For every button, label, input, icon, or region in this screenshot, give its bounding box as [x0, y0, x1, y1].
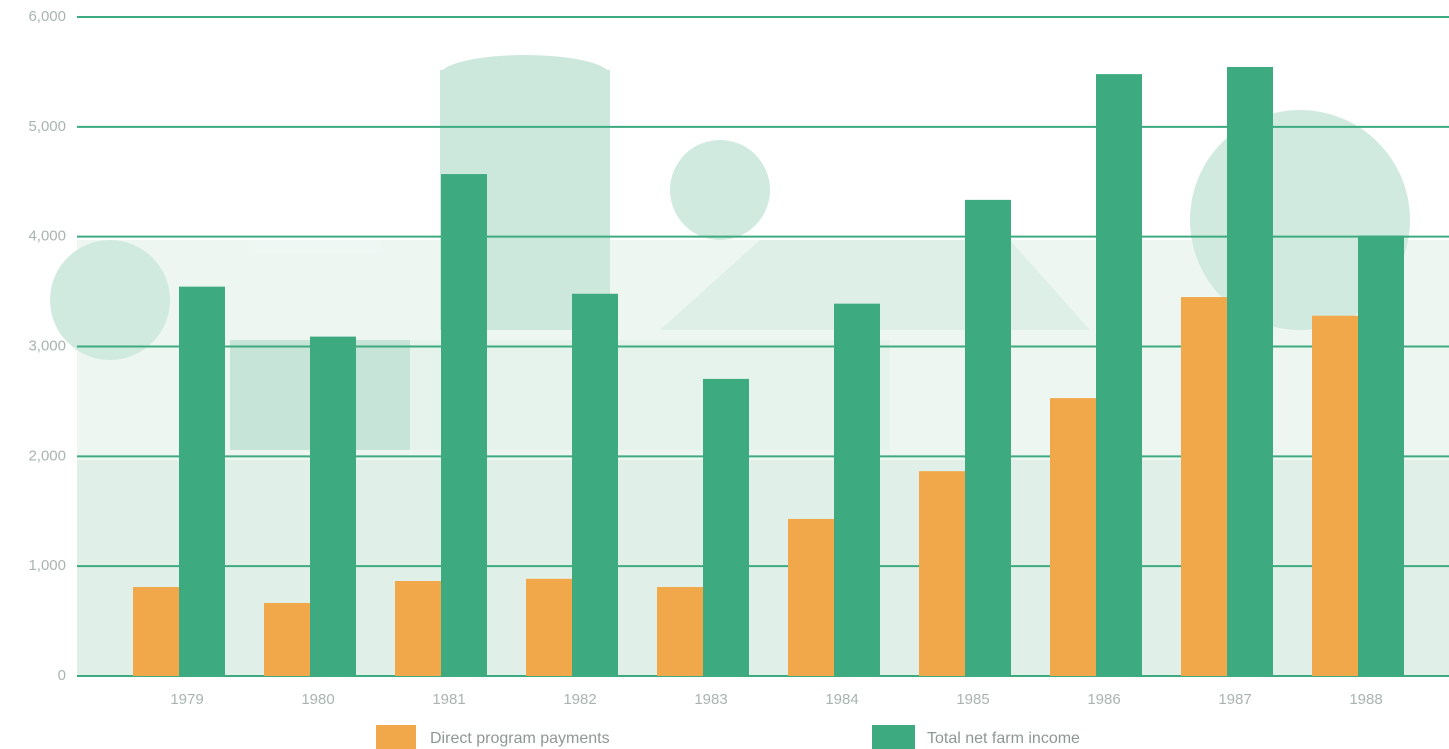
bar [703, 378, 749, 676]
bar [395, 580, 441, 676]
bar [657, 587, 703, 676]
bar [788, 518, 834, 676]
bar [1050, 398, 1096, 676]
bar [834, 303, 880, 676]
x-tick-label: 1981 [432, 691, 465, 708]
bar [1227, 66, 1273, 676]
bar [526, 578, 572, 676]
bar [572, 293, 618, 676]
y-tick-label: 3,000 [28, 337, 66, 354]
y-tick-label: 2,000 [28, 447, 66, 464]
x-tick-label: 1979 [170, 691, 203, 708]
y-tick-label: 4,000 [28, 228, 66, 245]
bar [441, 174, 487, 677]
bars: 1979 1980 1981 1982 1983 1984 1985 1986 1987 1988 [133, 66, 1404, 708]
legend-swatch [376, 725, 416, 749]
x-tick-label: 1980 [301, 691, 334, 708]
bar [264, 602, 310, 676]
y-tick-label: 1,000 [28, 557, 66, 574]
x-tick-label: 1984 [825, 691, 858, 708]
x-tick-label: 1982 [563, 691, 596, 708]
bar [310, 336, 356, 676]
y-tick-label: 6,000 [28, 8, 66, 25]
y-tick-label: 5,000 [28, 118, 66, 135]
y-tick-label: 0 [58, 667, 66, 684]
x-tick-label: 1986 [1087, 691, 1120, 708]
bar [1096, 74, 1142, 676]
bar [1312, 315, 1358, 676]
bar [1181, 297, 1227, 676]
bar [1358, 235, 1404, 676]
legend: Direct program payments Total net farm i… [376, 725, 1080, 749]
x-tick-label: 1988 [1349, 691, 1382, 708]
legend-swatch [872, 725, 915, 749]
bar [919, 471, 965, 676]
bar [133, 587, 179, 676]
bar [965, 199, 1011, 676]
x-tick-label: 1987 [1218, 691, 1251, 708]
x-tick-label: 1985 [956, 691, 989, 708]
legend-label: Total net farm income [927, 730, 1080, 747]
legend-label: Direct program payments [430, 730, 610, 747]
x-tick-label: 1983 [694, 691, 727, 708]
bar [179, 286, 225, 676]
